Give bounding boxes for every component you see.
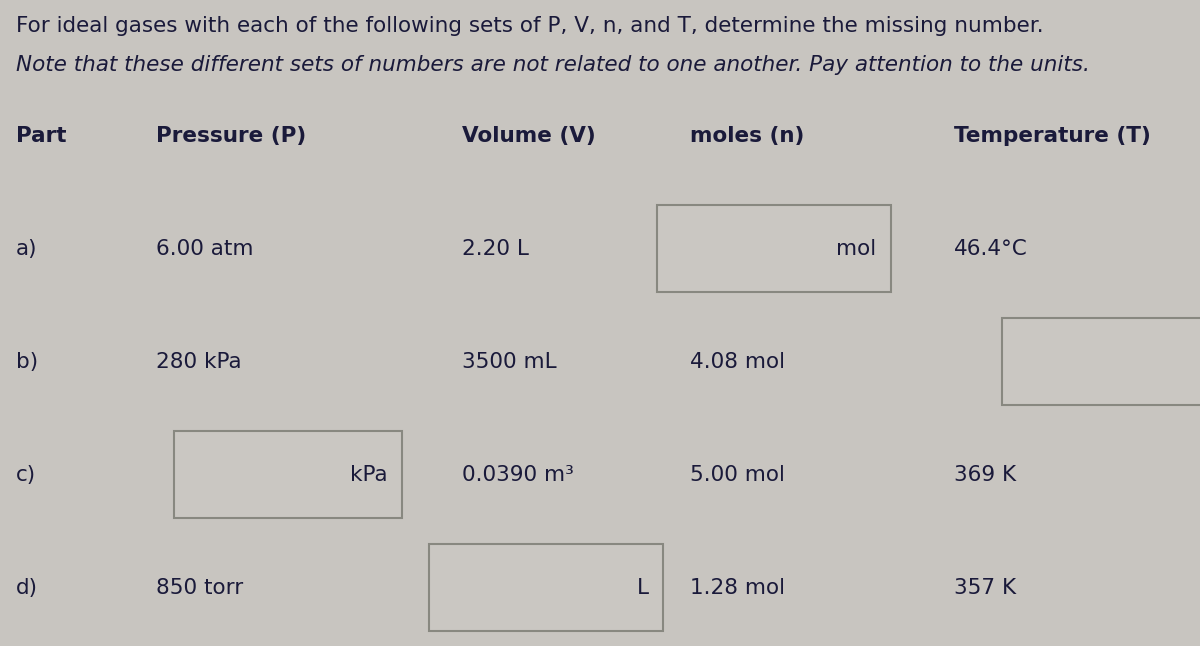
- Text: Temperature (T): Temperature (T): [954, 126, 1151, 145]
- Text: 4.08 mol: 4.08 mol: [690, 352, 785, 371]
- Text: a): a): [16, 239, 37, 258]
- Text: For ideal gases with each of the following sets of P, V, n, and T, determine the: For ideal gases with each of the followi…: [16, 16, 1043, 36]
- FancyBboxPatch shape: [1002, 318, 1200, 406]
- Text: 1.28 mol: 1.28 mol: [690, 578, 785, 598]
- Text: 850 torr: 850 torr: [156, 578, 244, 598]
- Text: 357 K: 357 K: [954, 578, 1016, 598]
- Text: 0.0390 m³: 0.0390 m³: [462, 465, 574, 484]
- Text: mol: mol: [836, 239, 876, 258]
- FancyBboxPatch shape: [658, 205, 890, 292]
- Text: 5.00 mol: 5.00 mol: [690, 465, 785, 484]
- Text: d): d): [16, 578, 37, 598]
- FancyBboxPatch shape: [430, 544, 662, 632]
- Text: 369 K: 369 K: [954, 465, 1016, 484]
- Text: 3500 mL: 3500 mL: [462, 352, 557, 371]
- Text: moles (n): moles (n): [690, 126, 804, 145]
- Text: 280 kPa: 280 kPa: [156, 352, 241, 371]
- Text: 46.4°C: 46.4°C: [954, 239, 1027, 258]
- Text: kPa: kPa: [350, 465, 388, 484]
- Text: L: L: [637, 578, 649, 598]
- Text: b): b): [16, 352, 37, 371]
- Text: Note that these different sets of numbers are not related to one another. Pay at: Note that these different sets of number…: [16, 55, 1090, 75]
- Text: c): c): [16, 465, 36, 484]
- Text: Volume (V): Volume (V): [462, 126, 595, 145]
- Text: Pressure (P): Pressure (P): [156, 126, 306, 145]
- Text: Part: Part: [16, 126, 66, 145]
- Text: 6.00 atm: 6.00 atm: [156, 239, 253, 258]
- Text: 2.20 L: 2.20 L: [462, 239, 529, 258]
- FancyBboxPatch shape: [174, 432, 402, 518]
